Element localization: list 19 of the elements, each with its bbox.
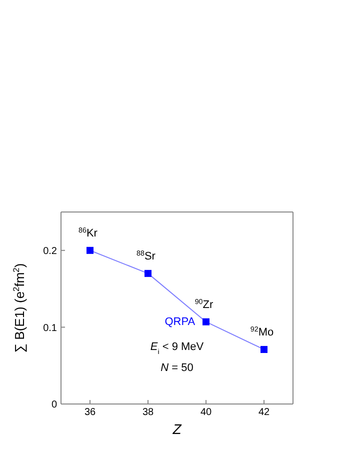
x-tick-label: 36: [84, 407, 96, 418]
annotation: $^{92}$Mo: [250, 325, 274, 338]
point: [202, 318, 210, 326]
x-tick-label: 38: [142, 407, 154, 418]
y-tick-label: 0.2: [43, 246, 58, 257]
point: [260, 346, 268, 353]
annotation: $^{86}$Kr: [78, 226, 98, 240]
point: [144, 270, 152, 277]
annotation: $^{90}$Zr: [194, 298, 214, 311]
series-label: QRPA: [164, 316, 196, 328]
y-tick-label: 0: [51, 400, 58, 411]
annotation: N = 50: [160, 362, 194, 374]
point: [86, 246, 94, 254]
x-tick-label: 40: [200, 407, 212, 418]
y-tick-label: 0.1: [43, 322, 58, 334]
x-axis-title: Z: [172, 421, 182, 437]
annotation: $^{88}$Sr: [136, 249, 156, 262]
annotation: E$_{i}$ < 9 MeV: [150, 341, 204, 356]
x-tick-label: 42: [258, 407, 270, 418]
